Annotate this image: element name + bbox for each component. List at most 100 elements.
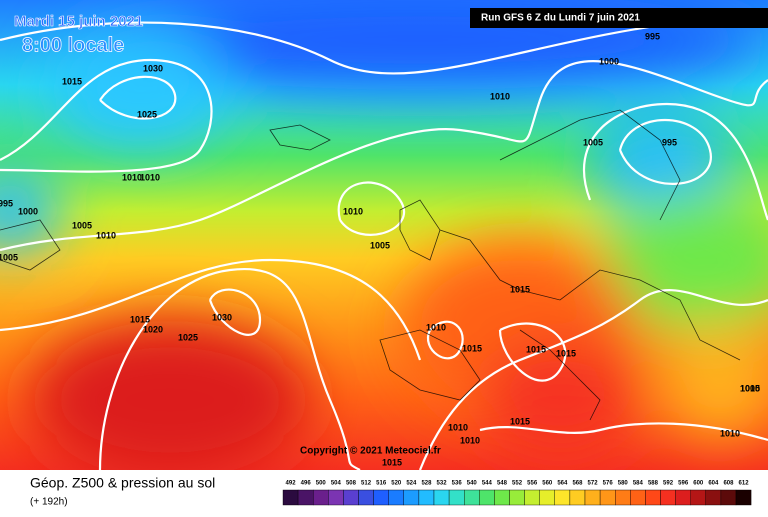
scale-label: 492 (286, 481, 297, 487)
scale-label: 552 (512, 481, 523, 487)
scale-swatch (645, 489, 661, 506)
copyright: Copyright © 2021 Meteociel.fr (300, 446, 441, 457)
date: Mardi 15 juin 2021 (14, 13, 143, 30)
scale-swatch (675, 489, 691, 506)
scale-swatch (524, 489, 540, 506)
scale-swatch (630, 489, 646, 506)
isobar-label: 1010 (740, 383, 760, 393)
scale-swatch (282, 489, 299, 506)
isobar-label: 1015 (462, 343, 482, 353)
scale-label: 604 (708, 481, 719, 487)
scale-swatch (328, 489, 344, 506)
isobar-label: 1010 (460, 435, 480, 445)
scale-label: 520 (391, 481, 402, 487)
local-time: 8:00 locale (22, 34, 124, 56)
isobar-label: 1005 (370, 240, 390, 250)
scale-swatch (569, 489, 586, 506)
scale-label: 556 (527, 481, 538, 487)
isobar-label: 1030 (143, 63, 163, 73)
scale-label: 500 (316, 481, 327, 487)
scale-swatch (615, 489, 631, 506)
scale-label: 544 (482, 481, 493, 487)
scale-label: 596 (678, 481, 689, 487)
scale-label: 496 (301, 481, 312, 487)
field (0, 0, 768, 470)
scale-label: 588 (648, 481, 659, 487)
scale-label: 560 (542, 481, 553, 487)
isobar-label: 995 (645, 31, 660, 41)
scale-swatch (448, 489, 465, 506)
scale-label: 564 (557, 481, 568, 487)
scale-swatch (479, 489, 495, 506)
scale-swatch (509, 489, 525, 506)
scale-label: 504 (331, 481, 342, 487)
scale-swatch (494, 489, 510, 506)
footer-title: Géop. Z500 & pression au sol (30, 475, 215, 491)
isobar-label: 1010 (122, 172, 142, 182)
isobar-label: 1025 (178, 332, 198, 342)
scale-label: 600 (693, 481, 704, 487)
isobar-label: 1015 (510, 416, 530, 426)
scale-swatch (690, 489, 707, 506)
isobar-label: 1015 (556, 348, 576, 358)
isobar-label: 1020 (143, 324, 163, 334)
isobar-label: 1025 (137, 109, 157, 119)
scale-label: 528 (421, 481, 432, 487)
scale-label: 536 (452, 481, 463, 487)
scale-swatch (418, 489, 435, 506)
scale-swatch (433, 489, 450, 506)
isobar-label: 1010 (140, 172, 160, 182)
scale-label: 532 (437, 481, 448, 487)
color-scale: 492 496 500 504 508 512 516 520 524 528 532 536 540 5… (282, 481, 752, 506)
isobar-label: 1015 (382, 457, 402, 467)
isobar-label: 1015 (130, 314, 150, 324)
isobar-label: 1010 (96, 230, 116, 240)
scale-swatch (735, 489, 752, 506)
scale-label: 524 (406, 481, 417, 487)
scale-label: 584 (633, 481, 644, 487)
isobar-label: 1005 (0, 252, 18, 262)
isobar-label: 1010 (343, 206, 363, 216)
scale-swatch (720, 489, 737, 506)
scale-label: 568 (572, 481, 583, 487)
isobar-label: 1010 (720, 428, 740, 438)
isobar-label: 995 (662, 137, 677, 147)
scale-label: 548 (497, 481, 508, 487)
scale-swatch (660, 489, 676, 506)
isobar-label: 1005 (72, 220, 92, 230)
scale-swatch (554, 489, 571, 506)
scale-swatch (705, 489, 722, 506)
isobar-label: 1005 (583, 137, 603, 147)
scale-swatch (297, 489, 314, 506)
scale-label: 580 (618, 481, 629, 487)
isobar-label: 1005 (740, 383, 760, 393)
scale-swatch (343, 489, 359, 506)
scale-swatch (388, 489, 405, 506)
scale-label: 572 (588, 481, 599, 487)
scale-label: 512 (361, 481, 372, 487)
scale-swatch (358, 489, 374, 506)
isobar-label: 1030 (212, 312, 232, 322)
scale-swatch (584, 489, 601, 506)
isobar-label: 1015 (526, 344, 546, 354)
isobar-label: 1015 (62, 76, 82, 86)
scale-label: 592 (663, 481, 674, 487)
scale-label: 576 (603, 481, 614, 487)
scale-label: 540 (467, 481, 478, 487)
scale-label: 612 (739, 481, 750, 487)
scale-swatch (373, 489, 389, 506)
scale-label: 608 (723, 481, 734, 487)
scale-label: 516 (376, 481, 387, 487)
footer-lead: (+ 192h) (30, 497, 68, 508)
isobar-label: 1010 (426, 322, 446, 332)
isobar-label: 1000 (599, 56, 619, 66)
isobar-label: 1000 (18, 206, 38, 216)
scale-label: 508 (346, 481, 357, 487)
scale-swatch (464, 489, 480, 506)
scale-swatch (539, 489, 556, 506)
scale-swatch (313, 489, 329, 506)
scale-swatch (403, 489, 420, 506)
scale-swatch (599, 489, 616, 506)
